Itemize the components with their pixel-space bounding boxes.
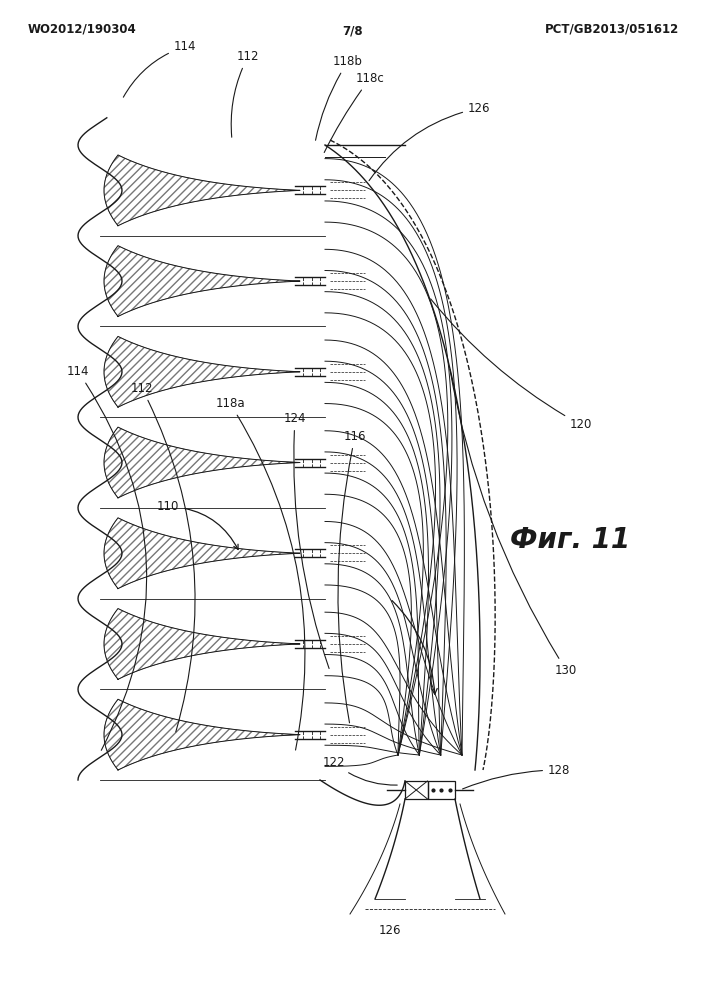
Text: 118b: 118b (315, 55, 363, 140)
Polygon shape (104, 246, 300, 316)
Text: 126: 126 (379, 924, 402, 937)
Polygon shape (104, 609, 300, 679)
Text: 128: 128 (462, 764, 571, 789)
Polygon shape (104, 427, 300, 498)
Text: 114: 114 (66, 365, 147, 750)
Polygon shape (104, 155, 300, 226)
Text: 124: 124 (284, 412, 329, 669)
Text: 116: 116 (338, 430, 366, 723)
Text: 118a: 118a (215, 397, 305, 750)
Text: 130: 130 (450, 369, 577, 676)
Polygon shape (104, 518, 300, 589)
Text: PCT/GB2013/051612: PCT/GB2013/051612 (545, 22, 679, 35)
Text: Фиг. 11: Фиг. 11 (510, 526, 630, 554)
Text: 120: 120 (431, 299, 592, 432)
Polygon shape (104, 336, 300, 407)
Text: 114: 114 (123, 40, 197, 97)
Bar (405, 781, 428, 799)
Text: 7/8: 7/8 (343, 25, 363, 38)
Bar (428, 781, 455, 799)
Text: 118c: 118c (325, 72, 385, 153)
Text: 126: 126 (369, 102, 491, 181)
Polygon shape (104, 699, 300, 770)
Text: 122: 122 (322, 756, 397, 785)
Text: WO2012/190304: WO2012/190304 (28, 22, 136, 35)
Text: 112: 112 (131, 382, 195, 732)
Text: 112: 112 (231, 50, 259, 137)
Text: 110: 110 (157, 500, 238, 549)
